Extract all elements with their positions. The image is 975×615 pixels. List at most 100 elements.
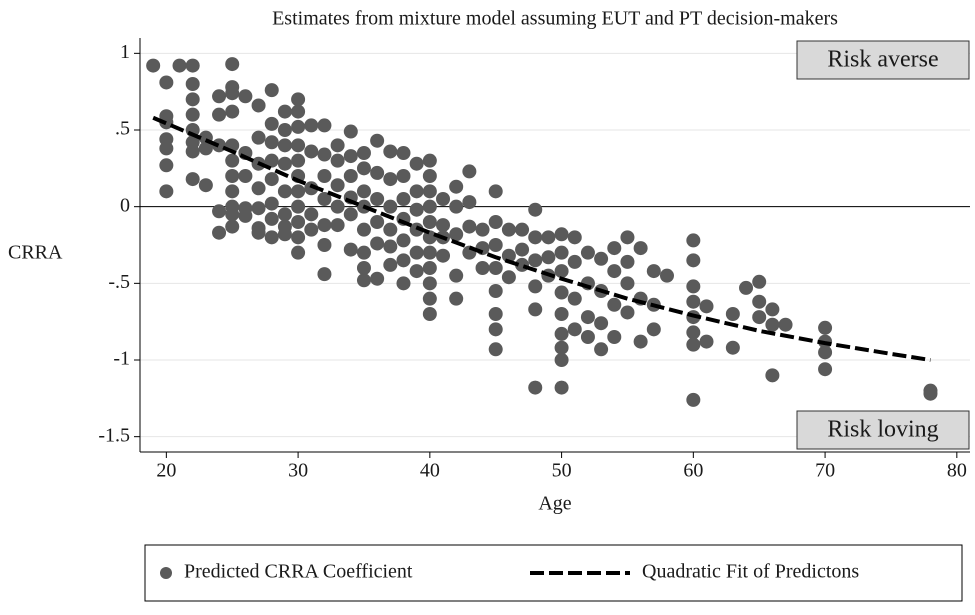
point [356,161,371,176]
point [528,380,543,395]
point [198,178,213,193]
annotation: Risk averse [827,47,938,73]
point [225,153,240,168]
point [528,302,543,317]
point [765,302,780,317]
point [277,156,292,171]
point [304,181,319,196]
point [778,317,793,332]
point [462,164,477,179]
point [409,156,424,171]
point [356,245,371,260]
point [356,261,371,275]
y-tick-label: 1 [120,41,130,63]
point [422,230,437,245]
point [501,222,516,237]
point [541,250,556,265]
point [370,236,385,251]
point [475,222,490,237]
point [304,222,319,237]
point [370,192,385,206]
point [225,169,240,183]
point [251,181,266,196]
point [185,107,200,122]
point [277,184,292,199]
point [488,322,503,337]
point [554,227,569,242]
point [370,271,385,286]
point [488,215,503,229]
point [488,342,503,357]
point [291,199,306,214]
point [343,207,358,222]
point [291,215,306,229]
point [515,242,530,257]
point [383,239,398,254]
point [422,199,437,214]
x-tick-label: 30 [288,460,308,482]
point [739,280,754,295]
point [422,261,437,275]
point [370,215,385,229]
point [607,241,622,256]
point [554,307,569,321]
point [317,192,332,206]
point [264,116,279,131]
point [686,294,701,309]
point [752,294,767,309]
point [238,89,253,104]
point [291,184,306,199]
point [475,261,490,275]
point [304,207,319,222]
point [422,276,437,291]
point [725,307,740,321]
point [317,238,332,252]
point [475,241,490,256]
point [699,334,714,349]
point [594,316,609,331]
point [633,334,648,349]
point [317,118,332,133]
point [449,179,464,194]
point [567,254,582,269]
annotation-box [796,410,970,450]
point [449,291,464,306]
point [765,368,780,383]
point [212,204,227,219]
point [422,184,437,199]
point [554,380,569,395]
point [370,133,385,148]
point [422,215,437,229]
point [238,169,253,183]
point [528,279,543,294]
point [409,202,424,217]
point [264,83,279,98]
point [343,169,358,183]
point [752,310,767,325]
point [607,264,622,279]
x-tick-label: 60 [683,460,703,482]
legend-label: Predicted CRRA Coefficient [184,561,413,583]
point [396,253,411,268]
point [422,169,437,183]
point [501,270,516,285]
legend-marker [160,567,172,579]
point [554,285,569,300]
point [370,165,385,180]
point [356,222,371,237]
x-tick-label: 70 [815,460,835,482]
point [449,268,464,283]
point [330,153,345,168]
point [291,245,306,260]
point [383,172,398,187]
point [317,267,332,282]
point [185,92,200,107]
point [567,322,582,337]
point [264,196,279,211]
point [251,130,266,145]
point [422,291,437,306]
point [159,184,174,199]
point [686,337,701,352]
